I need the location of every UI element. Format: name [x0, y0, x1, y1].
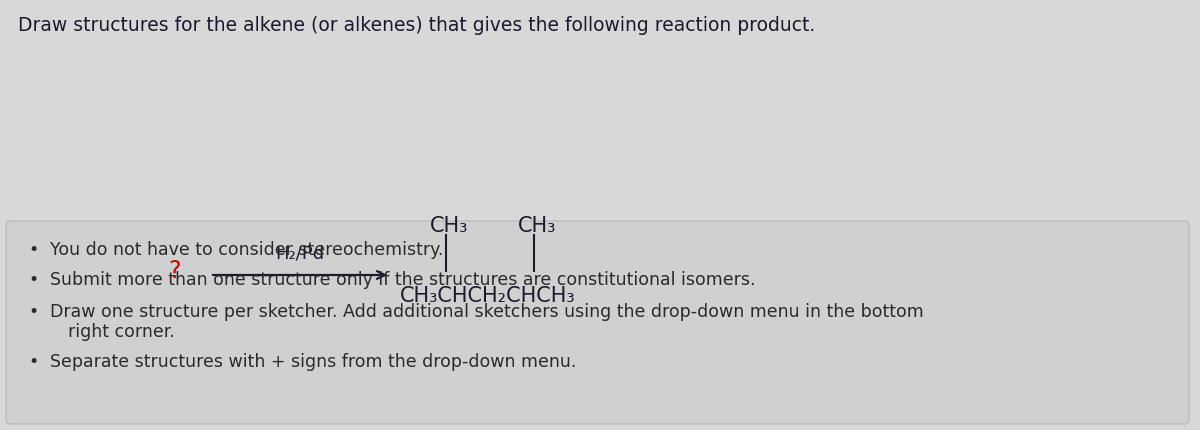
Text: •: • — [28, 270, 38, 289]
Text: Draw one structure per sketcher. Add additional sketchers using the drop-down me: Draw one structure per sketcher. Add add… — [50, 302, 924, 320]
Text: CH₃: CH₃ — [518, 215, 557, 236]
Text: Draw structures for the alkene (or alkenes) that gives the following reaction pr: Draw structures for the alkene (or alken… — [18, 16, 815, 35]
Text: •: • — [28, 302, 38, 320]
Text: CH₃: CH₃ — [430, 215, 468, 236]
Text: Submit more than one structure only if the structures are constitutional isomers: Submit more than one structure only if t… — [50, 270, 756, 289]
Text: Separate structures with + signs from the drop-down menu.: Separate structures with + signs from th… — [50, 352, 576, 370]
Text: right corner.: right corner. — [68, 322, 175, 340]
FancyBboxPatch shape — [6, 221, 1189, 424]
Text: •: • — [28, 240, 38, 258]
Text: H₂/Pd: H₂/Pd — [276, 243, 324, 261]
Text: •: • — [28, 352, 38, 370]
Text: CH₃CHCH₂CHCH₃: CH₃CHCH₂CHCH₃ — [400, 286, 576, 305]
Text: ?: ? — [169, 258, 181, 283]
Text: You do not have to consider stereochemistry.: You do not have to consider stereochemis… — [50, 240, 443, 258]
